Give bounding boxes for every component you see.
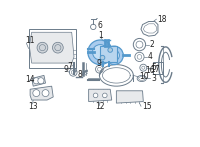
Bar <box>29 29 76 68</box>
Polygon shape <box>116 91 143 103</box>
Text: 3: 3 <box>151 74 156 83</box>
Circle shape <box>88 40 113 65</box>
Circle shape <box>33 90 40 97</box>
Circle shape <box>37 42 48 53</box>
Text: 5: 5 <box>151 63 156 72</box>
Text: 18: 18 <box>157 15 167 24</box>
Circle shape <box>93 93 98 98</box>
Bar <box>153 62 163 74</box>
Text: 16: 16 <box>145 66 154 75</box>
Circle shape <box>42 90 49 97</box>
Text: 11: 11 <box>26 36 35 45</box>
Text: 6: 6 <box>98 21 103 30</box>
Text: 2: 2 <box>149 40 154 49</box>
Polygon shape <box>32 75 46 86</box>
Text: 9: 9 <box>96 59 101 68</box>
Polygon shape <box>89 89 112 102</box>
Text: 8: 8 <box>78 70 83 79</box>
Text: 15: 15 <box>142 102 151 111</box>
Bar <box>100 46 117 62</box>
Text: 4: 4 <box>148 52 153 61</box>
Circle shape <box>38 78 44 84</box>
Circle shape <box>92 45 108 60</box>
Text: 14: 14 <box>26 75 35 84</box>
Text: 7: 7 <box>67 62 72 71</box>
Text: 10: 10 <box>139 72 149 81</box>
Text: 1: 1 <box>99 31 103 40</box>
Circle shape <box>33 78 39 84</box>
Circle shape <box>109 50 119 61</box>
Circle shape <box>103 93 107 98</box>
Text: 13: 13 <box>29 102 38 111</box>
Text: 12: 12 <box>96 102 105 111</box>
Circle shape <box>100 55 105 60</box>
Polygon shape <box>30 86 53 100</box>
Text: 17: 17 <box>150 66 160 75</box>
Circle shape <box>52 42 63 53</box>
Circle shape <box>108 48 113 52</box>
Polygon shape <box>29 32 74 63</box>
Text: 9: 9 <box>63 65 68 74</box>
Circle shape <box>105 46 123 65</box>
